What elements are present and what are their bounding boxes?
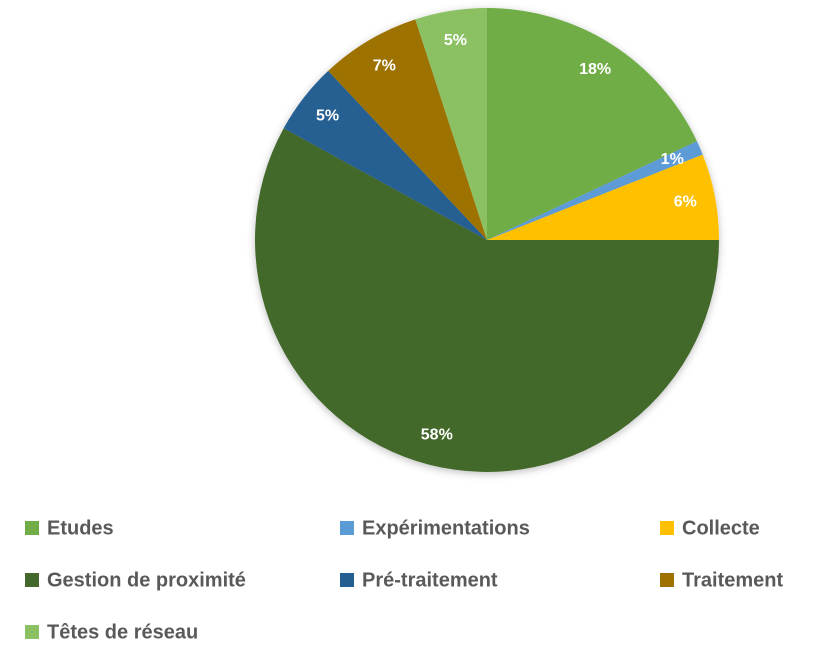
data-label: 5% [316, 108, 339, 125]
legend-label: Expérimentations [362, 517, 530, 539]
legend-swatch [340, 573, 354, 587]
legend-label: Têtes de réseau [47, 621, 198, 643]
data-label: 1% [661, 151, 684, 168]
legend-label: Pré-traitement [362, 569, 498, 591]
pie-slice [487, 141, 703, 240]
pie [254, 8, 720, 472]
legend-swatch [25, 573, 39, 587]
pie-slice [254, 128, 720, 472]
data-label: 7% [373, 57, 396, 74]
pie-slice [415, 8, 487, 240]
legend-swatch [25, 625, 39, 639]
pie-slice [487, 8, 697, 240]
data-label: 6% [674, 193, 697, 210]
legend-label: Traitement [682, 569, 783, 591]
pie-slice [328, 19, 487, 240]
data-label: 5% [444, 32, 467, 49]
legend-swatch [340, 521, 354, 535]
legend-swatch [660, 573, 674, 587]
legend-swatch [25, 521, 39, 535]
data-label: 58% [421, 427, 453, 444]
pie-slice [487, 154, 719, 240]
legend-swatch [660, 521, 674, 535]
legend-label: Gestion de proximité [47, 569, 246, 591]
pie-slice [283, 70, 487, 241]
legend-label: Collecte [682, 517, 760, 539]
legend-label: Etudes [47, 517, 114, 539]
data-label: 18% [579, 61, 611, 78]
